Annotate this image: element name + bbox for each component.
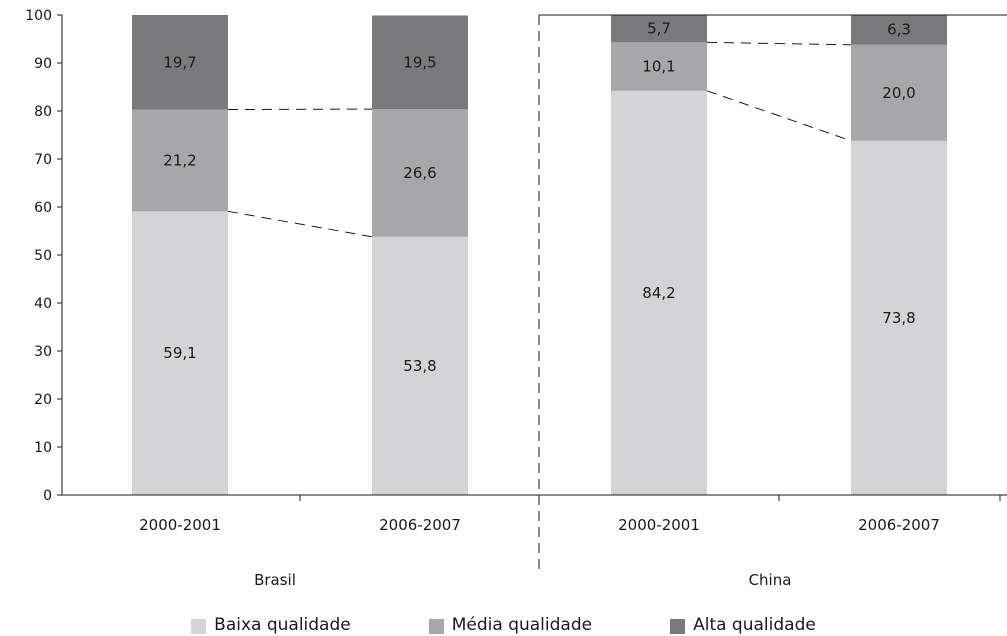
legend-item-media: Média qualidade [428,614,593,636]
data-label-1-1: 59,1 [163,344,196,362]
bar-segment-2-1 [372,236,468,495]
group-label-2: China [749,571,792,589]
y-tick-label-100: 100 [25,8,52,24]
connector-line-2-2 [706,41,852,46]
bar-segment-1-3 [132,15,228,110]
category-label-2: 2006-2007 [379,516,461,534]
legend-swatch-media [428,619,444,634]
data-label-4-2: 20,0 [882,84,915,102]
legend-swatch-baixa [191,619,207,634]
y-tick-label-0: 0 [43,488,52,504]
category-label-1: 2000-2001 [139,516,221,534]
data-label-1-2: 21,2 [163,151,196,169]
data-label-2-3: 19,5 [403,53,436,71]
legend: Baixa qualidade Média qualidade Alta qua… [0,614,1007,636]
category-label-4: 2006-2007 [858,516,940,534]
data-label-3-3: 5,7 [647,20,671,38]
bar-segment-4-2 [851,44,947,141]
y-tick-label-40: 40 [34,296,52,312]
bar-segment-3-2 [611,42,707,91]
group-label-1: Brasil [254,571,296,589]
bar-segment-2-3 [372,15,468,110]
bar-segment-2-2 [372,109,468,237]
stacked-bar-chart: 59,1 21,2 19,7 53,8 26,6 19,5 84,2 10,1 5,7 73,8 2… [25,8,1007,589]
category-label-3: 2000-2001 [618,516,700,534]
legend-item-alta: Alta qualidade [670,614,816,636]
bar-segment-1-1 [132,211,228,495]
bar-segment-4-3 [851,14,947,45]
y-tick-label-70: 70 [34,152,52,168]
legend-swatch-alta [670,619,686,634]
data-label-3-1: 84,2 [642,284,675,302]
y-tick-label-10: 10 [34,440,52,456]
connector-line-2-1 [706,90,852,142]
legend-item-baixa: Baixa qualidade [191,614,351,636]
legend-label-baixa: Baixa qualidade [214,615,351,635]
bar-segment-3-3 [611,15,707,43]
legend-label-alta: Alta qualidade [693,615,816,635]
y-tick-label-60: 60 [34,200,52,216]
data-label-2-2: 26,6 [403,164,436,182]
data-label-2-1: 53,8 [403,357,436,375]
bar-segment-4-1 [851,140,947,495]
y-tick-label-90: 90 [34,56,52,72]
data-label-4-1: 73,8 [882,309,915,327]
y-tick-label-30: 30 [34,344,52,360]
y-tick-label-50: 50 [34,248,52,264]
bar-segment-3-1 [611,90,707,495]
data-label-1-3: 19,7 [163,53,196,71]
data-label-3-2: 10,1 [642,58,675,76]
legend-label-media: Média qualidade [451,615,593,635]
bar-segment-1-2 [132,109,228,212]
y-tick-label-20: 20 [34,392,52,408]
y-tick-label-80: 80 [34,104,52,120]
connector-line-1-1 [227,210,373,238]
data-label-4-3: 6,3 [887,21,911,39]
